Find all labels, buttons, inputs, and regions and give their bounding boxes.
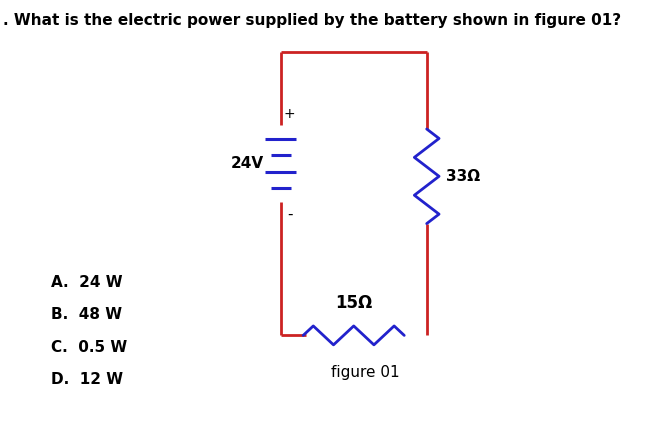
Text: C.  0.5 W: C. 0.5 W bbox=[51, 340, 127, 355]
Text: -: - bbox=[287, 207, 292, 221]
Text: 33Ω: 33Ω bbox=[446, 169, 480, 184]
Text: A.  24 W: A. 24 W bbox=[51, 275, 122, 290]
Text: . What is the electric power supplied by the battery shown in figure 01?: . What is the electric power supplied by… bbox=[3, 13, 621, 28]
Text: 15Ω: 15Ω bbox=[335, 294, 372, 312]
Text: B.  48 W: B. 48 W bbox=[51, 307, 122, 322]
Text: figure 01: figure 01 bbox=[330, 366, 399, 381]
Text: +: + bbox=[284, 107, 296, 121]
Text: 24V: 24V bbox=[230, 156, 264, 171]
Text: D.  12 W: D. 12 W bbox=[51, 372, 123, 387]
